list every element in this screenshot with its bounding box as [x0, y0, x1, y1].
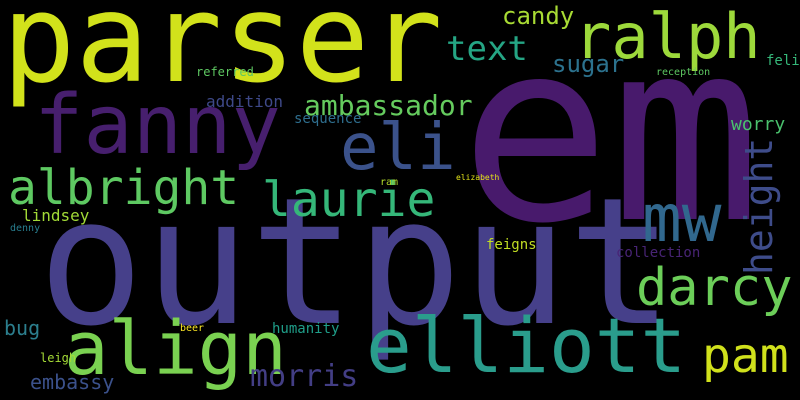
word-embassy: embassy [30, 370, 115, 394]
word-em: em [460, 0, 762, 278]
word-worry: worry [731, 114, 786, 135]
word-eli: eli [340, 111, 456, 185]
word-ralph: ralph [574, 0, 761, 73]
word-parser: parser [2, 0, 443, 110]
word-sugar: sugar [552, 50, 625, 78]
word-lindsey: lindsey [22, 206, 90, 225]
word-denny: denny [10, 223, 41, 234]
word-humanity: humanity [272, 321, 340, 337]
word-ram: ram [380, 177, 399, 188]
word-elizabeth: elizabeth [456, 173, 500, 182]
word-feigns: feigns [486, 237, 537, 253]
word-collection: collection [616, 245, 701, 261]
word-felix: felix [766, 53, 800, 69]
word-addition: addition [206, 92, 284, 111]
word-align: align [64, 306, 287, 392]
word-sequence: sequence [294, 111, 362, 127]
word-laurie: laurie [262, 172, 436, 228]
word-elliott: elliott [366, 301, 687, 390]
word-morris: morris [250, 359, 359, 394]
word-reception: reception [656, 67, 711, 78]
word-output: output [38, 160, 674, 365]
word-mw: mw [642, 180, 722, 257]
word-ambassador: ambassador [304, 89, 473, 122]
word-darcy: darcy [636, 258, 793, 318]
word-bug: bug [4, 316, 41, 340]
word-albright: albright [8, 160, 240, 216]
word-fanny: fanny [34, 78, 281, 173]
word-beer: beer [180, 323, 205, 334]
word-leigh: leigh [40, 351, 77, 365]
word-height: height [737, 137, 781, 275]
word-pam: pam [702, 328, 789, 384]
word-candy: candy [502, 2, 575, 30]
word-text: text [446, 29, 528, 69]
word-referred: referred [196, 65, 254, 79]
